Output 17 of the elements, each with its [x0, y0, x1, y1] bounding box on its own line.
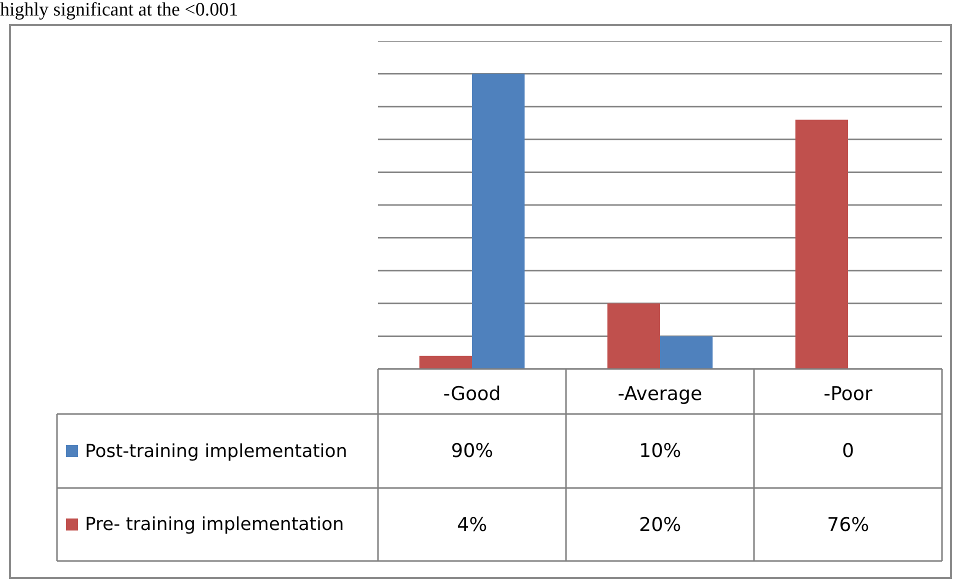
legend-label: Post-training implementation — [85, 441, 348, 462]
bar — [607, 303, 660, 369]
x-tick-label: -Average — [618, 383, 702, 405]
x-tick-label: -Good — [443, 383, 501, 405]
bar — [419, 356, 472, 369]
bar — [660, 336, 713, 369]
data-label: 20% — [639, 514, 682, 536]
bar — [472, 74, 525, 369]
legend-label: Pre- training implementation — [85, 514, 344, 535]
data-label: 4% — [457, 514, 488, 536]
data-label: 10% — [639, 440, 682, 462]
x-tick-label: -Poor — [824, 383, 873, 405]
bar — [795, 120, 848, 369]
data-label: 90% — [451, 440, 494, 462]
data-label: 76% — [827, 514, 870, 536]
data-label: 0 — [842, 440, 854, 462]
text: highly significant at the <0.001 — [0, 0, 238, 20]
